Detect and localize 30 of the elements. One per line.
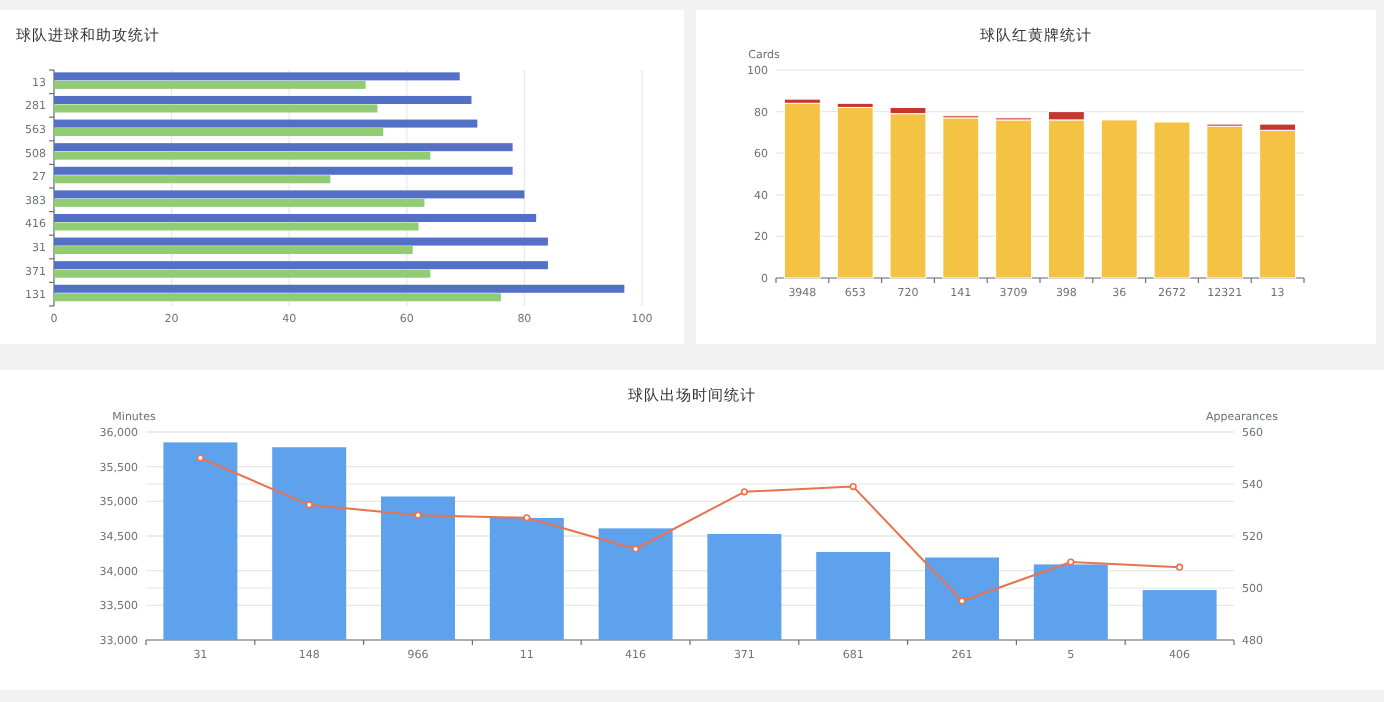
bar — [54, 269, 431, 278]
bar — [836, 106, 874, 279]
bar — [54, 261, 548, 270]
bar — [54, 246, 413, 255]
bar — [1047, 119, 1085, 279]
bar — [54, 166, 513, 175]
bar — [1153, 121, 1191, 279]
bar — [54, 175, 331, 184]
bar — [54, 284, 625, 293]
bar — [1206, 125, 1244, 279]
bar — [54, 128, 384, 137]
bar — [54, 119, 478, 128]
bar — [1259, 129, 1297, 279]
bar — [54, 237, 548, 246]
bar — [54, 190, 525, 199]
bar — [54, 213, 537, 222]
bar — [995, 119, 1033, 279]
bar — [54, 143, 513, 152]
bar — [54, 95, 472, 104]
bar — [54, 198, 425, 207]
bar — [54, 151, 431, 160]
bar — [54, 293, 501, 302]
bar — [54, 72, 460, 81]
bar — [54, 104, 378, 113]
bar — [54, 222, 419, 231]
bar — [783, 102, 821, 279]
bar — [942, 117, 980, 279]
bar — [889, 113, 927, 279]
bar — [54, 80, 366, 89]
bar — [1100, 119, 1138, 279]
